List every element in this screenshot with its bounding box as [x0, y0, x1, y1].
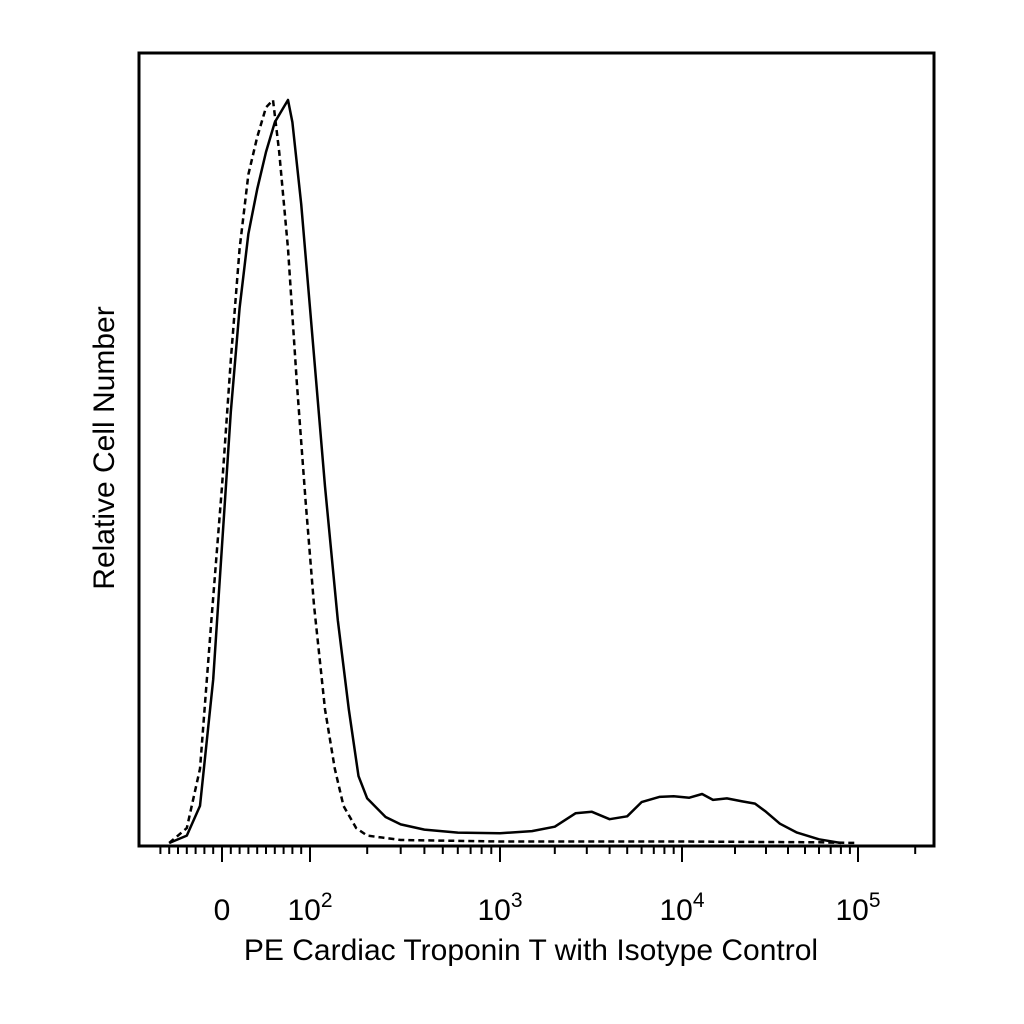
x-tick-label: 0: [214, 894, 231, 927]
x-tick-label: 103: [477, 889, 522, 927]
plot-frame: [137, 51, 936, 848]
x-tick-label: 104: [659, 889, 704, 927]
x-axis-label: PE Cardiac Troponin T with Isotype Contr…: [244, 934, 818, 967]
series-line-solid: [168, 98, 842, 845]
x-tick-label: 102: [287, 889, 332, 927]
x-tick-label: 105: [835, 889, 880, 927]
series-line-dashed: [168, 98, 859, 845]
y-axis-label: Relative Cell Number: [88, 306, 121, 589]
x-axis-ticks: [159, 846, 917, 862]
x-tick-labels: 0 102 103 104 105: [214, 889, 881, 927]
series-layer: [168, 98, 859, 845]
